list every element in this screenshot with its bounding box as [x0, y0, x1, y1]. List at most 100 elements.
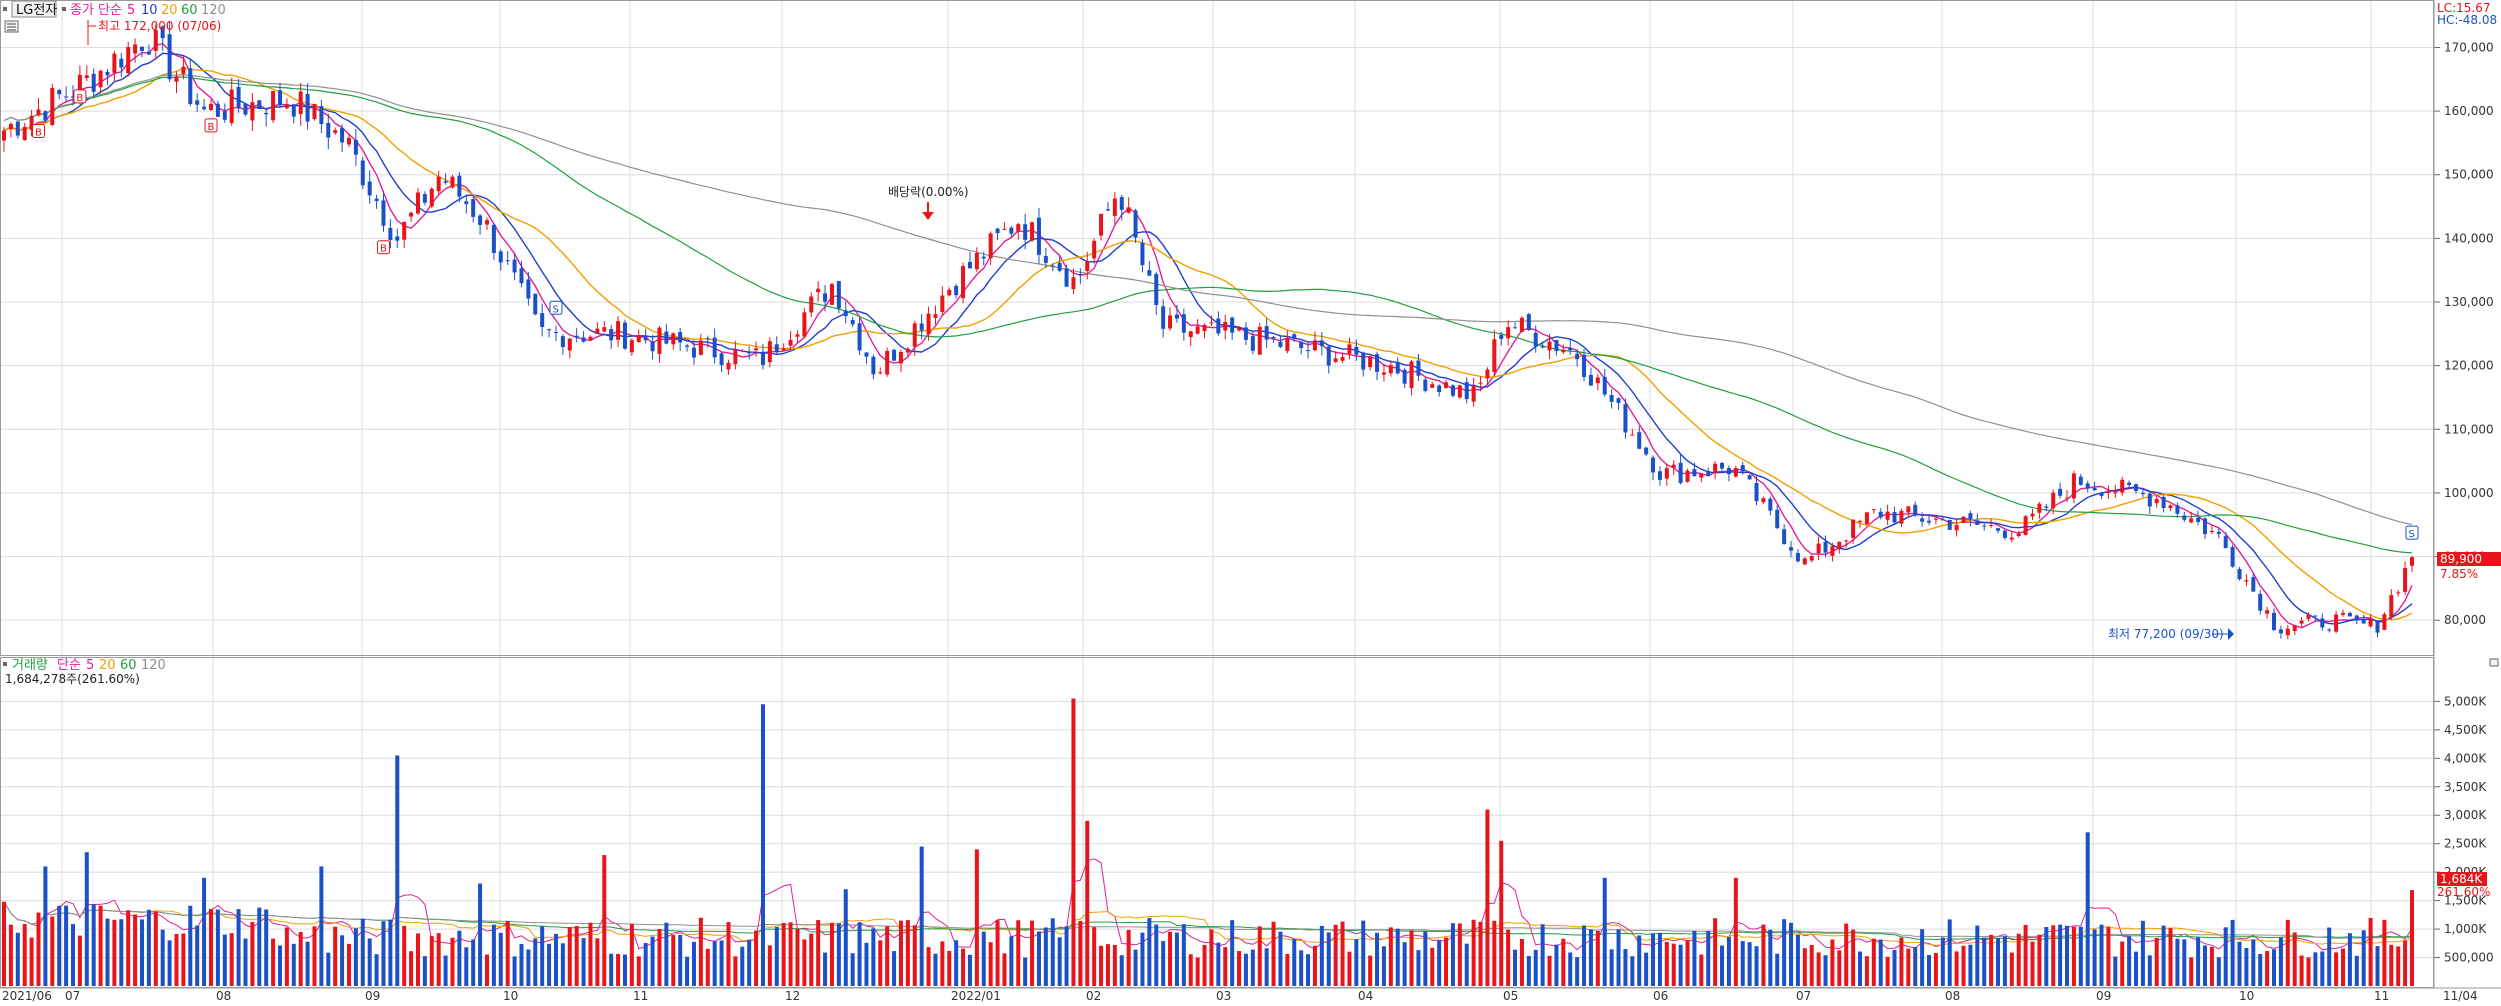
candle-body [2347, 612, 2352, 617]
candle-body [153, 29, 158, 51]
volume-bar [2403, 940, 2408, 986]
volume-label[interactable]: 거래량 [12, 658, 48, 673]
candle-body [36, 109, 41, 116]
volume-bar [1506, 929, 1511, 986]
candle-body [1043, 256, 1048, 263]
volume-ma-120[interactable]: 120 [141, 658, 166, 673]
volume-bar [374, 954, 379, 986]
price-ma-60[interactable]: 60 [181, 3, 198, 18]
panel-resize-icon[interactable] [2489, 658, 2499, 667]
candle-body [1319, 340, 1324, 347]
volume-bar [443, 955, 448, 986]
volume-bar [1319, 925, 1324, 986]
candle-body [1851, 519, 1856, 538]
candle-body [160, 26, 165, 39]
candle-body [2230, 546, 2235, 567]
candle-body [395, 236, 400, 241]
volume-bar [788, 922, 793, 986]
volume-bar [98, 905, 103, 986]
candle-body [1016, 224, 1021, 232]
candle-body [1064, 268, 1069, 287]
candle-body [602, 327, 607, 332]
volume-bar [284, 927, 289, 986]
candle-body [1533, 332, 1538, 347]
volume-bar [1789, 922, 1794, 986]
candle-body [1285, 338, 1290, 351]
volume-bar [105, 918, 110, 986]
candle-body [2203, 518, 2208, 535]
volume-bar [202, 877, 207, 986]
volume-tick-label: 2,500K [2444, 837, 2487, 851]
volume-bar [57, 905, 62, 986]
volume-bar [802, 939, 807, 986]
candle-body [636, 335, 641, 343]
volume-bar [622, 954, 627, 986]
volume-bar [2230, 919, 2235, 986]
volume-ma-5[interactable]: 5 [86, 658, 94, 673]
volume-bar [1361, 920, 1366, 986]
candle-body [498, 251, 503, 263]
volume-ma-60[interactable]: 60 [120, 658, 137, 673]
volume-bar [133, 914, 138, 986]
price-ma-120[interactable]: 120 [201, 3, 226, 18]
volume-bar [1292, 939, 1297, 986]
volume-bar [2258, 953, 2263, 986]
candle-body [1264, 326, 1269, 340]
volume-bar [767, 945, 772, 986]
candle-body [2258, 593, 2263, 611]
legend-dot-icon [62, 7, 66, 11]
candle-body [2354, 615, 2359, 620]
candle-body [1740, 465, 1745, 472]
price-series-label[interactable]: 종가 [70, 3, 94, 18]
price-ma-10[interactable]: 10 [141, 3, 158, 18]
candle-body [2410, 557, 2414, 566]
volume-bar [139, 919, 144, 986]
dividend-label: 배당락(0.00%) [888, 185, 969, 199]
list-icon[interactable] [4, 20, 19, 33]
candle-body [478, 215, 483, 225]
buy-signal-marker: B [204, 118, 218, 133]
stock-name[interactable]: LG전자 [16, 3, 57, 18]
candle-body [2113, 492, 2118, 494]
volume-bar [636, 956, 641, 986]
volume-bar [1940, 937, 1945, 986]
candle-body [1692, 469, 1697, 476]
price-ma-type[interactable]: 단순 [98, 3, 122, 18]
candle-body [2306, 614, 2311, 619]
volume-bar [1243, 953, 1248, 986]
candle-body [1519, 317, 1524, 332]
volume-bar [2127, 936, 2132, 986]
candle-body [505, 260, 510, 262]
candle-body [1071, 277, 1076, 290]
volume-bar [1540, 924, 1545, 986]
candle-body [174, 76, 179, 82]
volume-bar [1450, 923, 1455, 986]
candle-body [119, 58, 124, 68]
candle-body [691, 347, 696, 358]
candle-body [2341, 612, 2346, 615]
volume-bar [450, 937, 455, 986]
candle-body [940, 295, 945, 312]
price-tick-label: 80,000 [2444, 613, 2486, 627]
candle-body [1388, 365, 1393, 374]
price-legend[interactable]: LG전자 종가 단순 5 10 20 60 120 [3, 0, 226, 33]
volume-bar [2154, 937, 2159, 986]
price-ma-5[interactable]: 5 [127, 3, 135, 18]
stock-name-box[interactable] [11, 0, 57, 18]
candle-body [1499, 335, 1504, 339]
volume-bar [1678, 944, 1683, 986]
signal-letter: S [552, 304, 558, 315]
candle-body [1961, 516, 1966, 523]
price-ma-20[interactable]: 20 [161, 3, 178, 18]
volume-bar [588, 922, 593, 986]
volume-ma-120-line [3, 901, 2413, 939]
candle-body [43, 111, 48, 121]
volume-bar [1023, 957, 1028, 986]
volume-bar [2, 901, 6, 986]
volume-legend[interactable]: 거래량 단순 5 20 60 120 1,684,278주(261.60%) [3, 658, 2499, 686]
volume-ma-20[interactable]: 20 [99, 658, 116, 673]
candle-body [84, 75, 89, 78]
volume-ma-type[interactable]: 단순 [57, 658, 81, 673]
candle-body [2285, 628, 2290, 636]
volume-bar [1851, 929, 1856, 986]
